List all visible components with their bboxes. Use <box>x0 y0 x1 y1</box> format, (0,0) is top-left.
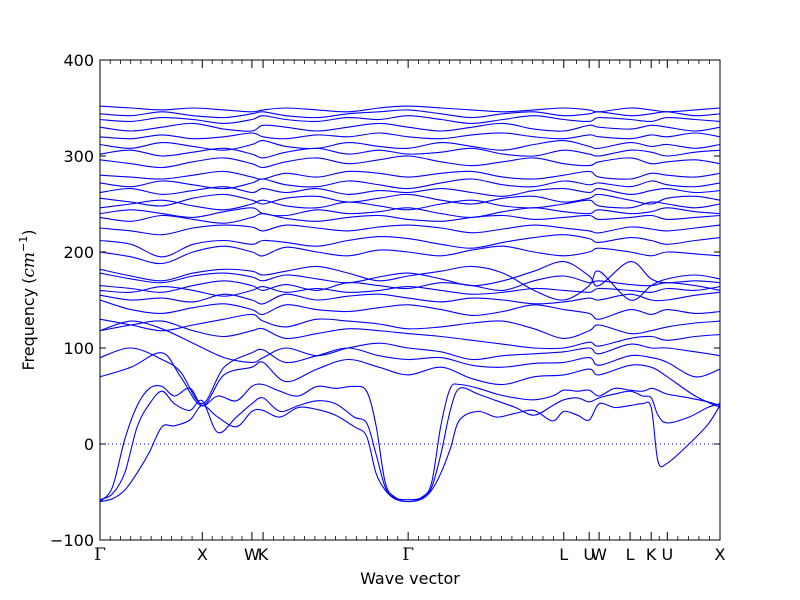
band-line-31 <box>99 109 721 119</box>
x-tick-label: U <box>661 545 673 564</box>
band-line-3 <box>99 383 721 503</box>
y-tick-label: 300 <box>63 147 94 166</box>
band-line-28 <box>99 132 721 140</box>
band-line-21 <box>99 193 721 207</box>
band-line-24 <box>99 170 721 180</box>
band-line-17 <box>99 224 721 236</box>
y-tick-label: 400 <box>63 51 94 70</box>
band-line-16 <box>99 234 721 258</box>
y-tick-label: 100 <box>63 339 94 358</box>
x-tick-label: K <box>258 545 269 564</box>
x-tick-label: K <box>646 545 657 564</box>
y-tick-label: 0 <box>84 435 94 454</box>
y-tick-label: 200 <box>63 243 94 262</box>
band-line-30 <box>99 115 721 124</box>
band-line-12 <box>99 275 721 293</box>
band-line-6 <box>99 320 721 363</box>
band-line-8 <box>99 313 721 339</box>
band-line-19 <box>99 207 721 218</box>
band-line-13 <box>99 261 721 287</box>
band-line-7 <box>99 320 721 350</box>
y-axis-unit-exponent: −1 <box>17 236 30 252</box>
band-line-9 <box>99 299 721 320</box>
y-axis-unit: cm <box>19 252 39 278</box>
plot-frame <box>99 59 721 541</box>
band-line-23 <box>99 178 721 190</box>
y-axis-label-text: Frequency <box>19 288 38 371</box>
x-tick-label: W <box>244 545 260 564</box>
x-tick-label: Γ <box>402 545 414 565</box>
band-line-18 <box>99 213 721 224</box>
x-tick-label: U <box>583 545 595 564</box>
x-tick-label: Γ <box>94 545 106 565</box>
band-line-32 <box>99 105 721 113</box>
x-tick-label: X <box>197 545 208 564</box>
x-tick-label: L <box>559 545 568 564</box>
band-line-29 <box>99 122 721 132</box>
band-line-20 <box>99 199 721 211</box>
y-axis-label: Frequency(cm−1) <box>17 229 39 370</box>
band-line-26 <box>99 147 721 159</box>
band-line-2 <box>99 387 721 501</box>
band-line-14 <box>99 265 721 301</box>
band-line-22 <box>99 186 721 197</box>
x-tick-label: X <box>715 545 726 564</box>
x-tick-label: L <box>626 545 635 564</box>
band-line-10 <box>99 291 721 305</box>
band-line-4 <box>99 352 721 408</box>
band-line-15 <box>99 245 721 265</box>
band-line-5 <box>99 347 721 405</box>
x-axis-label: Wave vector <box>360 569 460 588</box>
x-tick-label: W <box>591 545 607 564</box>
band-line-25 <box>99 155 721 169</box>
band-line-11 <box>99 286 721 297</box>
band-line-27 <box>99 140 721 151</box>
y-tick-label: −100 <box>50 531 94 550</box>
